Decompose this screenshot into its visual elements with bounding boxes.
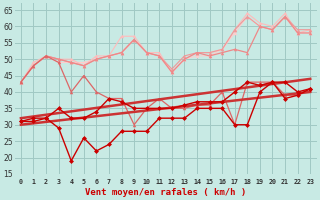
X-axis label: Vent moyen/en rafales ( km/h ): Vent moyen/en rafales ( km/h ) <box>85 188 246 197</box>
